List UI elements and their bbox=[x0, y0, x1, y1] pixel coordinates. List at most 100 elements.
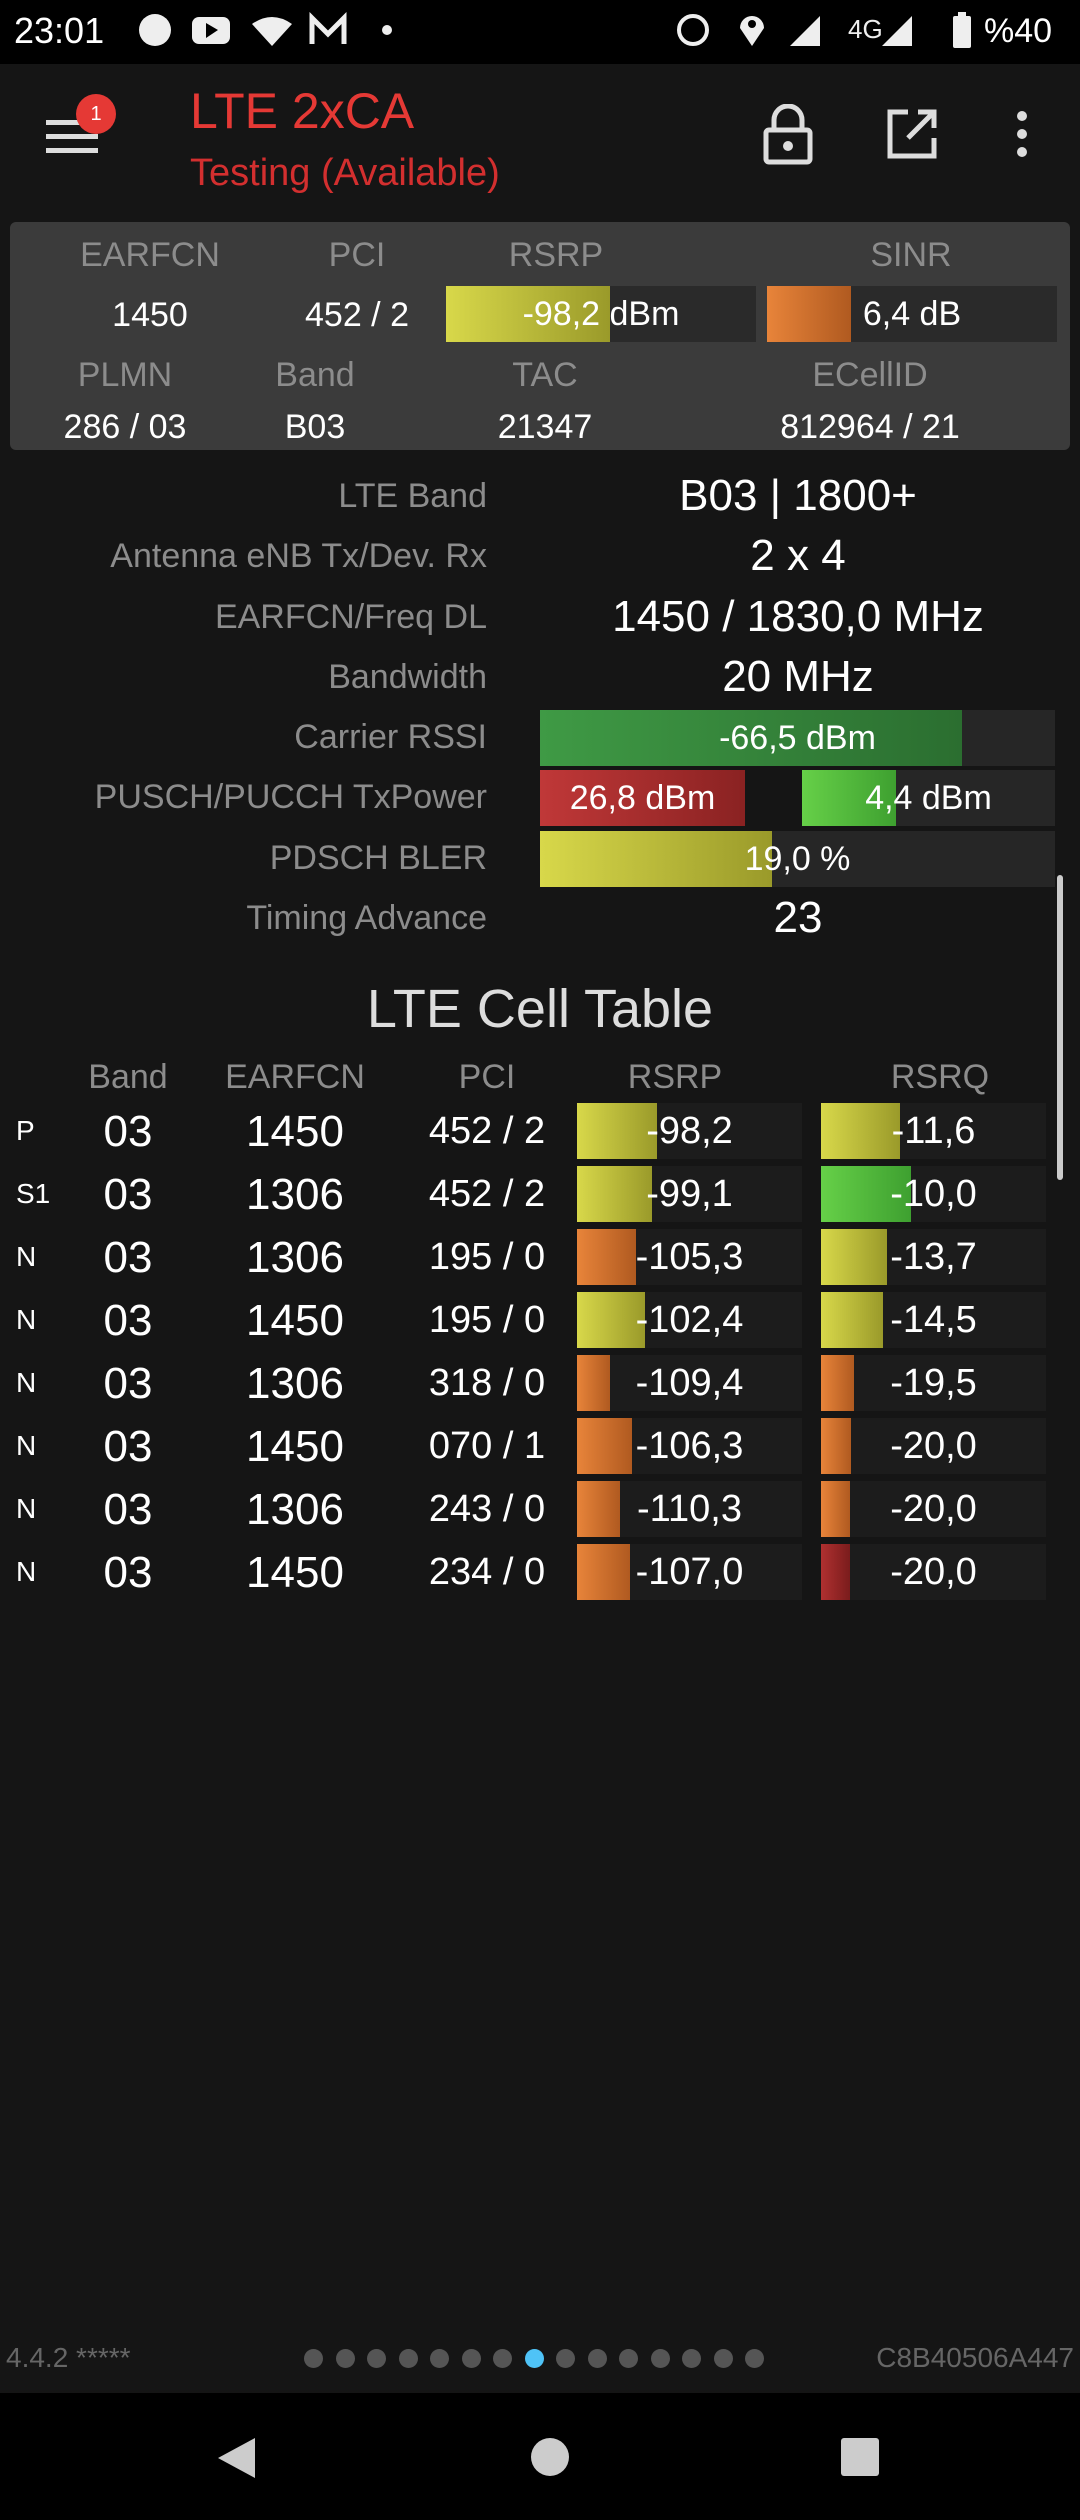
column-header: PCI bbox=[458, 1058, 516, 1096]
rsrq-cell-bar: -10,0 bbox=[821, 1166, 1046, 1222]
info-value: 20 MHz bbox=[722, 652, 874, 701]
scrollbar bbox=[1057, 875, 1063, 1180]
network-type: 4G bbox=[848, 14, 883, 44]
rsrp-cell-bar: -98,2 bbox=[577, 1103, 802, 1159]
pci: 195 / 0 bbox=[428, 1236, 546, 1278]
summary-header: SINR bbox=[870, 236, 952, 274]
bar-fill bbox=[540, 710, 963, 766]
title: LTE 2xCA bbox=[190, 83, 415, 139]
lock-button[interactable] bbox=[760, 104, 816, 166]
rsrp-cell-bar: -99,1 bbox=[577, 1166, 802, 1222]
bar-fill bbox=[577, 1481, 620, 1537]
summary-value: B03 bbox=[284, 408, 346, 446]
page-dot bbox=[745, 2349, 764, 2368]
summary-value: 286 / 03 bbox=[63, 408, 187, 446]
rssi-bar: -66,5 dBm bbox=[540, 710, 1055, 766]
summary-value: 812964 / 21 bbox=[780, 408, 960, 446]
summary-header: PLMN bbox=[77, 356, 173, 394]
pucch-bar-text: 4,4 dBm bbox=[865, 778, 992, 817]
recents-button[interactable] bbox=[840, 2437, 880, 2477]
pci: 195 / 0 bbox=[428, 1299, 546, 1341]
info-value: 1450 / 1830,0 MHz bbox=[612, 592, 984, 641]
page-dot bbox=[556, 2349, 575, 2368]
earfcn: 1306 bbox=[246, 1170, 344, 1219]
page-dot bbox=[430, 2349, 449, 2368]
row-type: P bbox=[16, 1115, 35, 1146]
band: 03 bbox=[103, 1107, 153, 1156]
nav-bar bbox=[0, 2393, 1080, 2520]
pci: 452 / 2 bbox=[428, 1173, 546, 1215]
pusch-bar-text: 26,8 dBm bbox=[569, 778, 716, 817]
bar-fill bbox=[540, 831, 772, 887]
bler-bar-text: 19,0 % bbox=[744, 839, 851, 878]
rsrp-bar-text: -98,2 dBm bbox=[522, 294, 680, 333]
home-button[interactable] bbox=[528, 2435, 572, 2479]
bar-fill bbox=[821, 1481, 851, 1537]
status-icons-right bbox=[677, 14, 912, 46]
rsrq-cell-bar: -20,0 bbox=[821, 1418, 1046, 1474]
bar-fill bbox=[821, 1355, 854, 1411]
menu-button[interactable] bbox=[46, 114, 102, 158]
more-button[interactable] bbox=[1010, 108, 1034, 164]
earfcn: 1306 bbox=[246, 1233, 344, 1282]
rsrq-cell-bar-text: -20,0 bbox=[890, 1424, 977, 1467]
rsrp-cell-bar-text: -107,0 bbox=[635, 1550, 744, 1593]
column-header: RSRP bbox=[627, 1058, 723, 1096]
rsrp-bar: -98,2 dBm bbox=[446, 286, 756, 342]
row-type: N bbox=[16, 1304, 37, 1335]
bler-bar: 19,0 % bbox=[540, 831, 1055, 887]
earfcn: 1450 bbox=[246, 1548, 344, 1597]
rsrp-cell-bar: -106,3 bbox=[577, 1418, 802, 1474]
summary-value: 1450 bbox=[112, 296, 188, 334]
rsrp-cell-bar-text: -98,2 bbox=[646, 1109, 733, 1152]
rssi-bar-text: -66,5 dBm bbox=[719, 718, 876, 757]
bar-fill bbox=[821, 1418, 852, 1474]
page-dot bbox=[493, 2349, 512, 2368]
rsrp-cell-bar-text: -102,4 bbox=[635, 1298, 744, 1341]
summary-header: RSRP bbox=[508, 236, 604, 274]
row-type: S1 bbox=[16, 1178, 51, 1209]
rsrp-cell-bar: -107,0 bbox=[577, 1544, 802, 1600]
time: 23:01 bbox=[14, 10, 105, 51]
rsrq-cell-bar-text: -20,0 bbox=[890, 1487, 977, 1530]
bar-fill bbox=[802, 770, 896, 826]
rsrp-cell-bar-text: -106,3 bbox=[635, 1424, 744, 1467]
info-label: Timing Advance bbox=[246, 899, 487, 937]
bar-fill bbox=[577, 1229, 636, 1285]
bar-fill bbox=[821, 1292, 883, 1348]
open-button[interactable] bbox=[884, 106, 940, 162]
sinr-bar-text: 6,4 dB bbox=[862, 294, 962, 333]
page-dot bbox=[461, 2349, 481, 2368]
app-bar: 1 LTE 2xCA Testing (Available) bbox=[0, 64, 1080, 214]
bar-fill bbox=[577, 1292, 645, 1348]
info-label: Antenna eNB Tx/Dev. Rx bbox=[110, 537, 487, 575]
rsrq-cell-bar: -20,0 bbox=[821, 1544, 1046, 1600]
rsrp-cell-bar: -105,3 bbox=[577, 1229, 802, 1285]
bar-fill bbox=[767, 286, 852, 342]
page-dot bbox=[398, 2349, 418, 2368]
badge: 1 bbox=[76, 94, 116, 134]
earfcn: 1306 bbox=[246, 1485, 344, 1534]
rsrp-cell-bar-text: -105,3 bbox=[635, 1235, 744, 1278]
rsrp-cell-bar: -109,4 bbox=[577, 1355, 802, 1411]
status-icons bbox=[139, 12, 392, 46]
back-button[interactable] bbox=[210, 2433, 260, 2483]
status-bar: 23:01 4G %40 bbox=[0, 0, 1080, 64]
row-type: N bbox=[16, 1241, 37, 1272]
rsrq-cell-bar-text: -20,0 bbox=[890, 1550, 977, 1593]
row-type: N bbox=[16, 1493, 37, 1524]
rsrq-cell-bar: -13,7 bbox=[821, 1229, 1046, 1285]
summary-header: ECellID bbox=[812, 356, 928, 394]
rsrq-cell-bar-text: -10,0 bbox=[890, 1172, 977, 1215]
info-label: PUSCH/PUCCH TxPower bbox=[94, 778, 487, 816]
pusch-bar: 26,8 dBm bbox=[540, 770, 745, 826]
band: 03 bbox=[103, 1359, 153, 1408]
page-dot bbox=[335, 2349, 355, 2368]
info-label: EARFCN/Freq DL bbox=[214, 598, 487, 636]
rsrq-cell-bar: -11,6 bbox=[821, 1103, 1046, 1159]
rsrq-cell-bar: -14,5 bbox=[821, 1292, 1046, 1348]
band: 03 bbox=[103, 1485, 153, 1534]
bar-fill bbox=[446, 286, 611, 342]
column-header: EARFCN bbox=[225, 1058, 365, 1096]
earfcn: 1306 bbox=[246, 1359, 344, 1408]
